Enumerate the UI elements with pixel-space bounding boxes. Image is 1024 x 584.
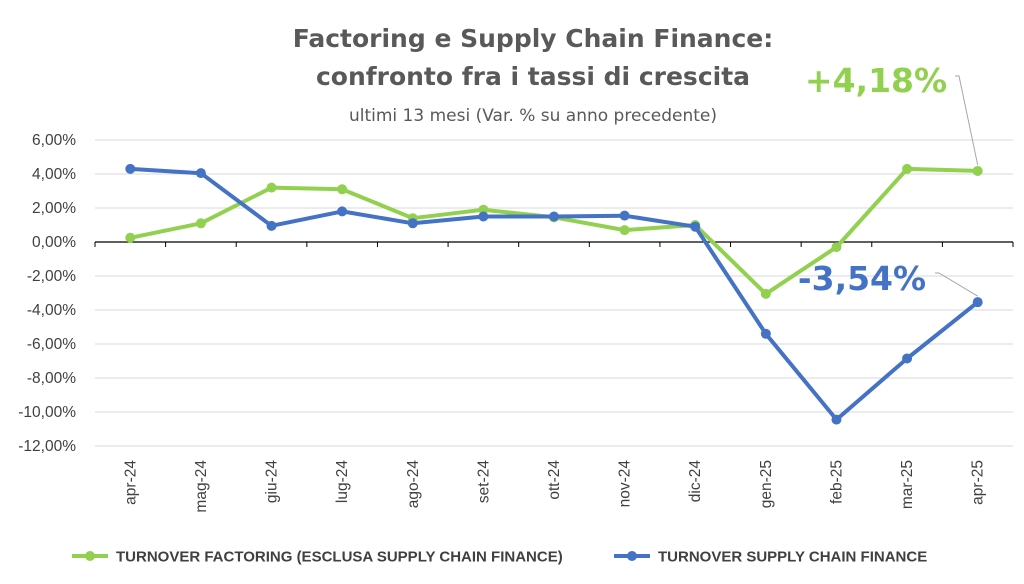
y-tick-label: 2,00% (32, 200, 76, 217)
data-point-series-1 (972, 165, 983, 176)
data-point-series-1 (902, 163, 913, 174)
data-point-series-1 (125, 232, 136, 243)
data-point-series-2 (478, 211, 489, 222)
x-tick-label: dic-24 (687, 460, 704, 503)
y-tick-label: -4,00% (27, 302, 76, 319)
data-point-series-2 (690, 221, 701, 232)
data-point-series-1 (831, 242, 842, 253)
x-tick-label: gen-25 (758, 460, 775, 508)
data-point-series-2 (760, 328, 771, 339)
y-tick-label: 4,00% (32, 166, 76, 183)
legend: TURNOVER FACTORING (ESCLUSA SUPPLY CHAIN… (72, 549, 927, 566)
data-point-series-1 (337, 184, 348, 195)
legend-label: TURNOVER FACTORING (ESCLUSA SUPPLY CHAIN… (116, 549, 563, 566)
x-tick-label: mag-24 (193, 460, 210, 513)
data-point-series-2 (972, 297, 983, 308)
x-tick-label: apr-25 (970, 460, 987, 505)
chart-title-line-2: confronto fra i tassi di crescita (316, 62, 750, 91)
x-tick-label: nov-24 (617, 460, 634, 508)
axes: 6,00% 4,00% 2,00% 0,00% -2,00% -4,00% -6,00% -8… (18, 132, 1014, 513)
data-point-series-2 (125, 163, 136, 174)
data-point-series-1 (619, 225, 630, 236)
data-point-series-2 (407, 218, 418, 229)
legend-label: TURNOVER SUPPLY CHAIN FINANCE (658, 549, 927, 566)
data-point-series-2 (549, 211, 559, 222)
callout-label: -3,54% (798, 259, 926, 298)
y-tick-label: 6,00% (32, 132, 76, 149)
x-tick-label: ott-24 (546, 460, 563, 500)
data-point-series-2 (902, 353, 913, 364)
data-point-series-2 (619, 210, 630, 221)
x-tick-label: set-24 (475, 460, 492, 503)
series-lines (125, 163, 983, 425)
data-point-series-2 (831, 414, 842, 425)
data-point-series-1 (760, 288, 771, 299)
x-tick-label: apr-24 (122, 460, 139, 505)
data-point-series-2 (337, 206, 348, 217)
y-tick-label: -12,00% (18, 438, 76, 455)
x-tick-label: mar-25 (899, 460, 916, 509)
chart-subtitle: ultimi 13 mesi (Var. % su anno precedent… (349, 106, 717, 126)
callout-leader-line (935, 272, 978, 297)
data-point-series-1 (266, 182, 277, 193)
x-tick-label: feb-25 (828, 460, 845, 504)
legend-swatch-marker (85, 551, 95, 561)
x-tick-label: giu-24 (264, 460, 281, 503)
y-tick-label: 0,00% (32, 234, 76, 251)
data-point-series-1 (195, 218, 206, 229)
callout-leader-line (955, 75, 979, 166)
y-tick-label: -10,00% (18, 404, 76, 421)
legend-swatch-marker (627, 551, 637, 561)
y-tick-label: -8,00% (27, 370, 76, 387)
y-tick-label: -6,00% (27, 336, 76, 353)
callout-label: +4,18% (805, 61, 947, 100)
x-tick-label: lug-24 (334, 460, 351, 503)
y-tick-label: -2,00% (27, 268, 76, 285)
data-point-series-2 (195, 168, 206, 179)
callouts: +4,18% -3,54% (798, 61, 979, 298)
chart-title-line-1: Factoring e Supply Chain Finance: (293, 24, 774, 53)
data-point-series-2 (266, 220, 277, 231)
x-tick-label: ago-24 (405, 460, 422, 509)
